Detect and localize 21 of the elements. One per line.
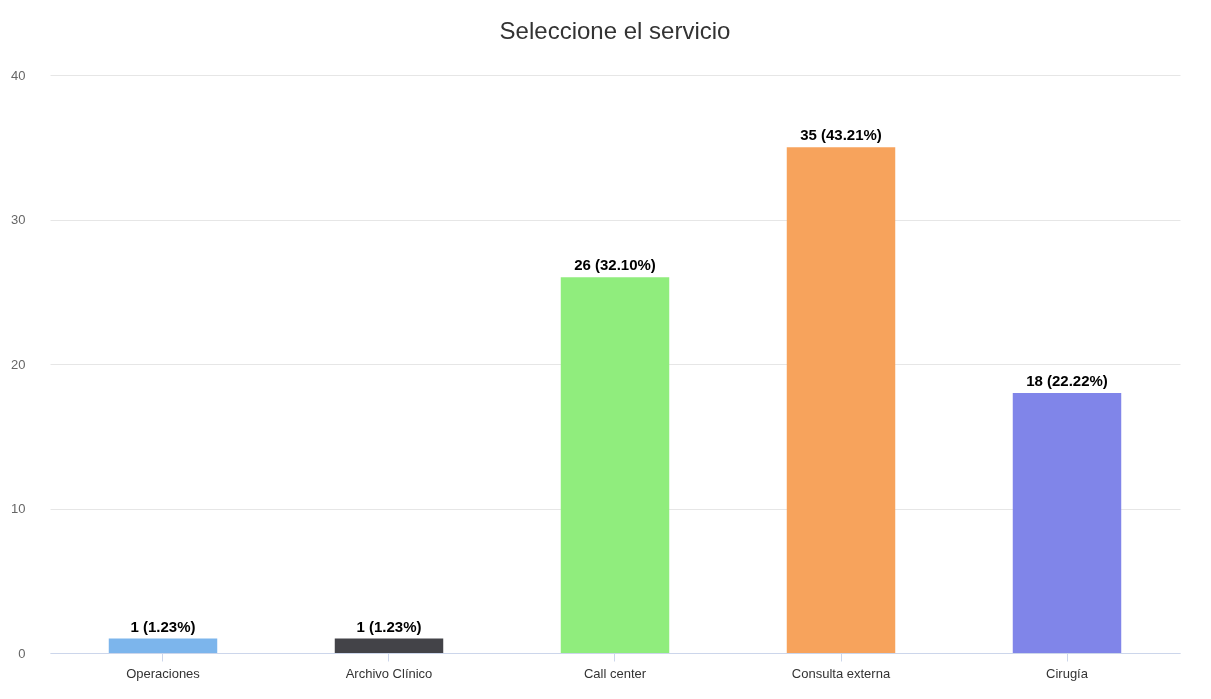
x-tick-label: Operaciones bbox=[126, 665, 201, 681]
y-tick-label: 10 bbox=[11, 501, 26, 516]
y-tick-label: 0 bbox=[18, 645, 26, 661]
x-tick-label: Cirugía bbox=[1046, 665, 1089, 681]
data-label: 26 (32.10%) bbox=[574, 256, 656, 274]
bar bbox=[334, 638, 444, 653]
data-label: 1 (1.23%) bbox=[356, 617, 422, 635]
y-tick-label: 30 bbox=[11, 212, 26, 227]
data-label: 18 (22.22%) bbox=[1026, 371, 1108, 389]
bar bbox=[108, 638, 218, 653]
data-label: 1 (1.23%) bbox=[130, 617, 196, 635]
x-tick-label: Archivo Clínico bbox=[345, 665, 433, 681]
bar bbox=[560, 277, 670, 653]
bar bbox=[786, 147, 896, 653]
y-tick-label: 20 bbox=[11, 356, 26, 372]
x-tick-label: Consulta externa bbox=[791, 665, 891, 681]
bar bbox=[1012, 392, 1122, 653]
data-label: 35 (43.21%) bbox=[800, 126, 882, 144]
chart-title: Seleccione el servicio bbox=[499, 17, 731, 44]
y-tick-label: 40 bbox=[11, 67, 26, 83]
x-tick-label: Call center bbox=[583, 665, 647, 681]
